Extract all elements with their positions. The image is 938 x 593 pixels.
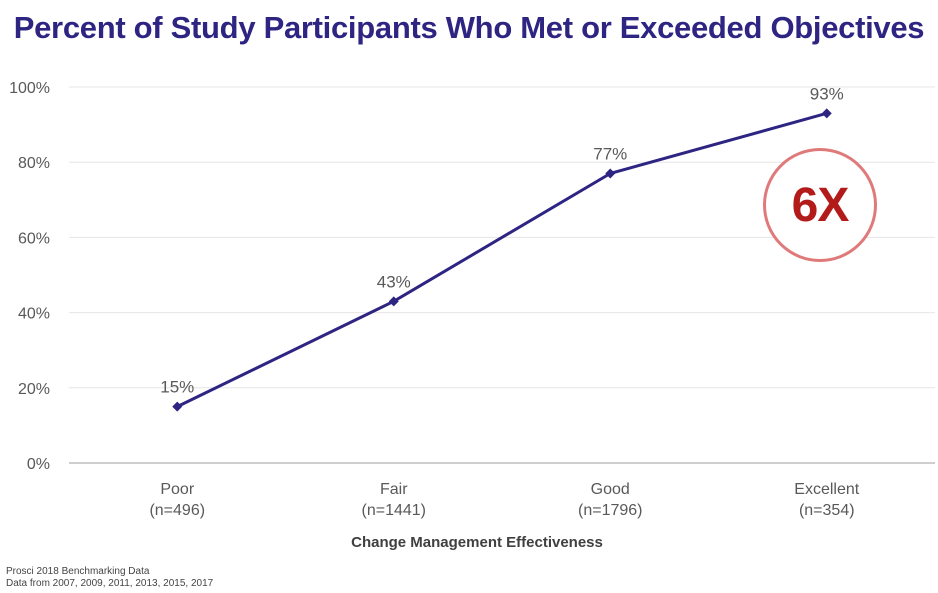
y-tick-label: 80%: [18, 155, 50, 172]
series-line: [176, 111, 828, 408]
y-tick-label: 40%: [18, 306, 50, 323]
y-tick-label: 20%: [18, 381, 50, 398]
data-point: [172, 401, 183, 412]
x-tick-label: Excellent: [794, 481, 859, 498]
source-note: Prosci 2018 Benchmarking Data: [6, 566, 150, 577]
multiplier-badge: 6X: [763, 148, 877, 262]
data-label: 43%: [377, 272, 411, 291]
x-tick-label: Good: [591, 481, 630, 498]
x-tick-label: Fair: [380, 481, 408, 498]
x-tick-sublabel: (n=496): [149, 502, 205, 519]
multiplier-badge-text: 6X: [791, 178, 850, 232]
source-years-note: Data from 2007, 2009, 2011, 2013, 2015, …: [6, 578, 214, 589]
y-tick-label: 0%: [27, 456, 50, 473]
data-label: 93%: [810, 84, 844, 103]
data-label: 15%: [160, 378, 194, 397]
chart-title: Percent of Study Participants Who Met or…: [13, 10, 925, 45]
data-point: [388, 296, 399, 307]
x-axis-title: Change Management Effectiveness: [351, 534, 603, 551]
y-tick-label: 100%: [9, 80, 50, 97]
data-point: [605, 168, 616, 179]
x-tick-label: Poor: [160, 481, 194, 498]
x-tick-sublabel: (n=354): [799, 502, 855, 519]
x-tick-sublabel: (n=1796): [578, 502, 643, 519]
x-tick-sublabel: (n=1441): [362, 502, 427, 519]
y-tick-label: 60%: [18, 230, 50, 247]
data-point: [821, 108, 832, 119]
data-label: 77%: [593, 144, 627, 163]
